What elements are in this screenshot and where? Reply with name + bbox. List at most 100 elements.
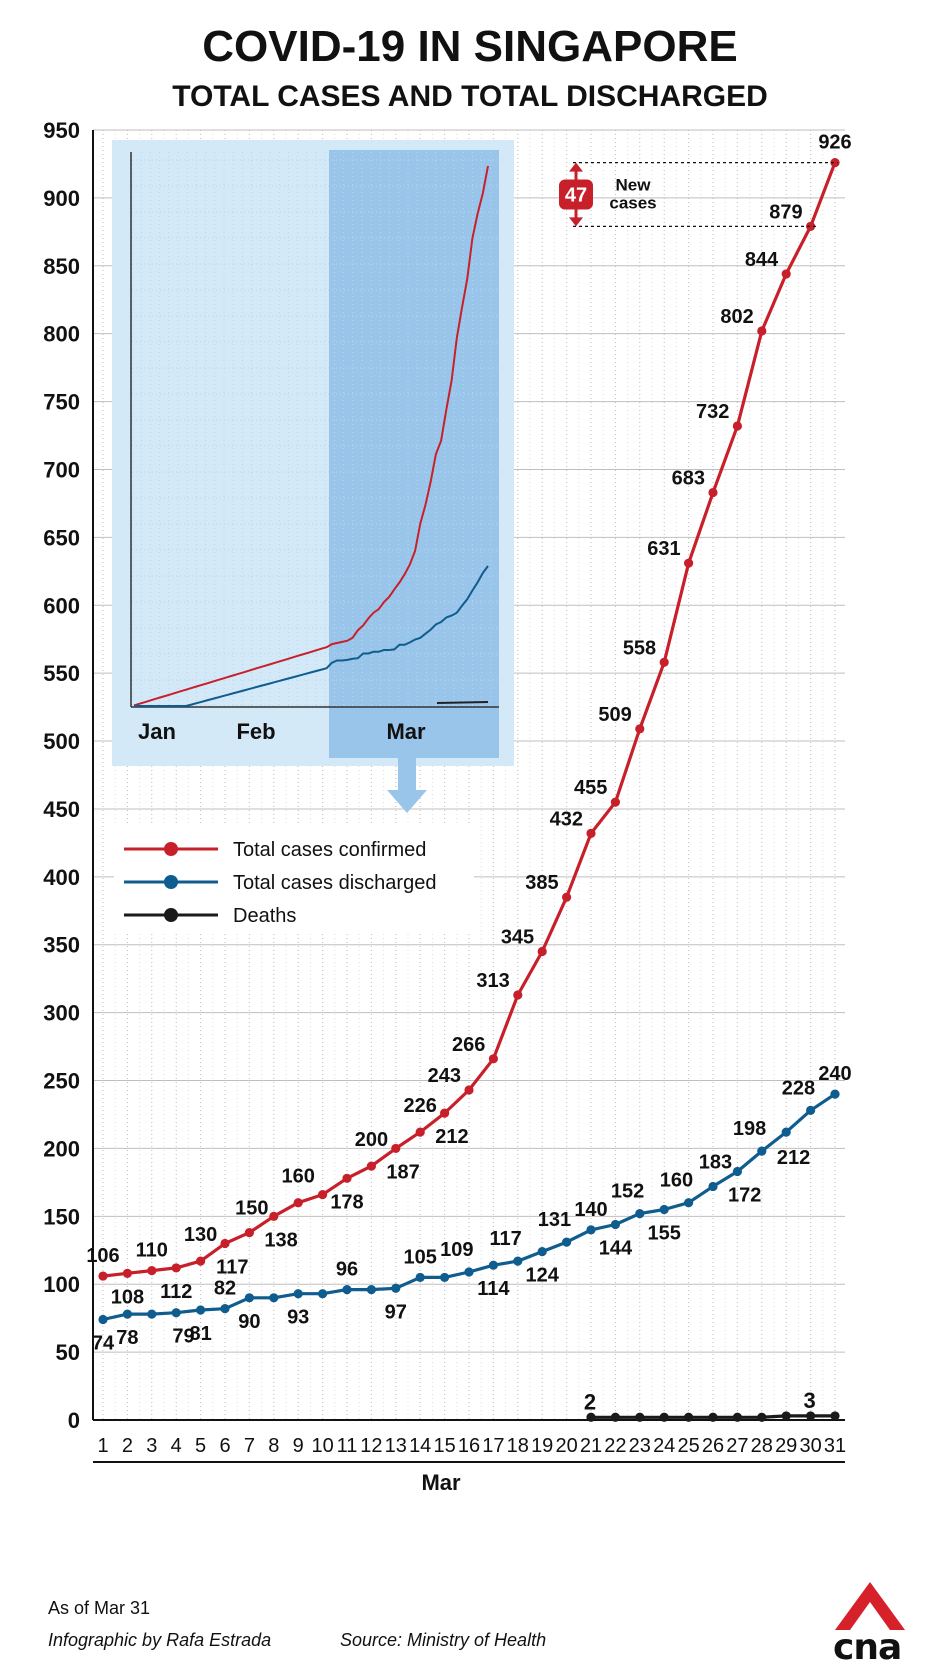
data-label: 187 bbox=[386, 1161, 419, 1183]
y-tick-label: 50 bbox=[56, 1340, 80, 1365]
data-label: 81 bbox=[189, 1323, 211, 1345]
data-point bbox=[464, 1267, 474, 1277]
data-label: 732 bbox=[696, 401, 729, 423]
as-of-note: As of Mar 31 bbox=[48, 1598, 151, 1618]
data-label: 183 bbox=[699, 1151, 732, 1173]
x-tick-label: 10 bbox=[311, 1435, 333, 1457]
y-tick-label: 600 bbox=[43, 593, 80, 618]
inset-month-label: Feb bbox=[236, 719, 275, 744]
data-point bbox=[415, 1272, 425, 1283]
data-label: 212 bbox=[777, 1147, 810, 1169]
data-label: 155 bbox=[648, 1223, 681, 1245]
legend-marker bbox=[164, 875, 178, 889]
data-point bbox=[732, 421, 743, 431]
data-point bbox=[342, 1285, 352, 1295]
data-point bbox=[635, 1412, 645, 1422]
data-point bbox=[318, 1289, 328, 1299]
data-label: 509 bbox=[598, 704, 631, 726]
x-tick-label: 15 bbox=[433, 1435, 455, 1457]
data-point bbox=[757, 1412, 767, 1422]
x-tick-label: 31 bbox=[824, 1435, 846, 1457]
legend-marker bbox=[164, 908, 178, 922]
y-tick-label: 200 bbox=[43, 1136, 80, 1161]
data-label: 226 bbox=[404, 1095, 437, 1117]
data-point bbox=[708, 487, 718, 498]
data-point bbox=[684, 1198, 694, 1208]
data-label: 926 bbox=[818, 132, 851, 154]
inset-month-label: Mar bbox=[386, 719, 426, 744]
data-label: 114 bbox=[477, 1278, 510, 1300]
y-tick-label: 750 bbox=[43, 390, 80, 415]
annotation-badge bbox=[559, 179, 593, 210]
y-tick-label: 500 bbox=[43, 729, 80, 754]
data-label: 455 bbox=[574, 777, 607, 799]
data-label: 385 bbox=[525, 872, 558, 894]
data-label: 160 bbox=[660, 1170, 693, 1192]
x-tick-label: 2 bbox=[122, 1435, 133, 1457]
data-label: 200 bbox=[355, 1129, 388, 1151]
data-point bbox=[659, 1412, 669, 1422]
source-note: Source: Ministry of Health bbox=[340, 1630, 547, 1650]
x-tick-label: 4 bbox=[171, 1435, 182, 1457]
x-tick-label: 1 bbox=[97, 1435, 108, 1457]
data-label: 243 bbox=[428, 1065, 461, 1087]
x-tick-label: 20 bbox=[555, 1435, 577, 1457]
data-label: 802 bbox=[720, 306, 753, 328]
annotation-label: New bbox=[616, 176, 652, 195]
data-point bbox=[659, 657, 669, 667]
data-point bbox=[635, 724, 645, 734]
y-tick-label: 0 bbox=[68, 1408, 80, 1433]
data-point bbox=[635, 1209, 645, 1219]
data-label: 240 bbox=[818, 1063, 851, 1085]
y-tick-label: 800 bbox=[43, 322, 80, 347]
y-tick-label: 350 bbox=[43, 933, 80, 958]
data-point bbox=[488, 1260, 498, 1270]
data-label: 198 bbox=[733, 1118, 766, 1140]
x-tick-label: 16 bbox=[458, 1435, 480, 1457]
data-point bbox=[196, 1305, 206, 1315]
data-label: 109 bbox=[440, 1239, 473, 1261]
data-label: 558 bbox=[623, 637, 656, 659]
data-point bbox=[562, 1237, 572, 1247]
legend-label: Deaths bbox=[233, 905, 296, 927]
data-point bbox=[171, 1263, 181, 1273]
x-tick-label: 27 bbox=[726, 1435, 748, 1457]
data-label: 93 bbox=[287, 1307, 309, 1329]
x-tick-label: 17 bbox=[482, 1435, 504, 1457]
data-point bbox=[537, 946, 547, 957]
x-tick-label: 18 bbox=[507, 1435, 529, 1457]
data-label: 2 bbox=[584, 1389, 596, 1414]
x-tick-label: 22 bbox=[604, 1435, 626, 1457]
data-label: 138 bbox=[264, 1229, 297, 1251]
data-point bbox=[122, 1268, 132, 1278]
data-label: 266 bbox=[452, 1034, 485, 1056]
arrow-down-icon bbox=[387, 758, 427, 813]
data-label: 105 bbox=[404, 1246, 437, 1268]
chart-title: COVID-19 IN SINGAPORE bbox=[202, 22, 738, 71]
data-point bbox=[781, 269, 791, 279]
data-point bbox=[781, 1411, 791, 1421]
inset-deaths-line bbox=[436, 701, 489, 704]
y-tick-label: 650 bbox=[43, 525, 80, 550]
x-axis-label: Mar bbox=[421, 1470, 461, 1495]
data-point bbox=[147, 1309, 157, 1319]
x-tick-label: 25 bbox=[677, 1435, 699, 1457]
data-point bbox=[513, 1256, 523, 1266]
y-tick-label: 150 bbox=[43, 1204, 80, 1229]
data-point bbox=[269, 1211, 279, 1221]
x-tick-label: 21 bbox=[580, 1435, 602, 1457]
data-point bbox=[122, 1309, 132, 1319]
data-point bbox=[781, 1127, 791, 1137]
data-point bbox=[366, 1161, 376, 1171]
data-point bbox=[806, 1411, 816, 1421]
data-point bbox=[244, 1228, 254, 1238]
data-point bbox=[244, 1293, 254, 1303]
data-label: 172 bbox=[728, 1185, 761, 1207]
data-point bbox=[342, 1173, 352, 1183]
data-label: 117 bbox=[216, 1256, 248, 1278]
x-tick-label: 28 bbox=[751, 1435, 773, 1457]
annotation-label: cases bbox=[609, 194, 656, 213]
data-label: 78 bbox=[116, 1327, 138, 1349]
data-point bbox=[464, 1085, 474, 1095]
data-point bbox=[220, 1238, 230, 1249]
